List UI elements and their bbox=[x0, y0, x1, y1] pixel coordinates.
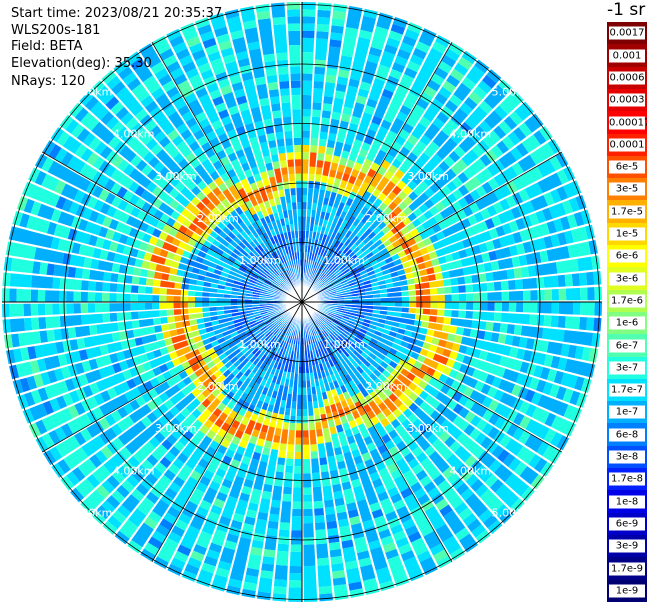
ring-label: 3.00km bbox=[155, 170, 197, 183]
colorbar-level: 1e-6 bbox=[607, 311, 647, 335]
colorbar-level: 0.001 bbox=[607, 44, 647, 68]
ring-label: 4.00km bbox=[113, 128, 155, 141]
colorbar-tick-label: 3e-9 bbox=[609, 539, 645, 553]
colorbar-tick-label: 0.0001 bbox=[609, 138, 645, 152]
colorbar-level: 1.7e-6 bbox=[607, 289, 647, 313]
colorbar-tick-label: 0.00017 bbox=[609, 116, 647, 130]
colorbar-tick-label: 6e-9 bbox=[609, 517, 645, 531]
colorbar-level: 1.7e-5 bbox=[607, 200, 647, 224]
ring-label: 1.00km bbox=[239, 338, 281, 351]
colorbar-tick-label: 0.001 bbox=[609, 49, 645, 63]
field-label: Field: BETA bbox=[11, 39, 83, 54]
colorbar-level: 6e-5 bbox=[607, 155, 647, 179]
azimuth-spoke bbox=[301, 301, 562, 453]
colorbar-level: 6e-6 bbox=[607, 245, 647, 268]
colorbar-level: 6e-9 bbox=[607, 512, 647, 536]
colorbar-unit-label: -1 sr bbox=[607, 0, 646, 20]
ring-label: 4.00km bbox=[450, 128, 492, 141]
colorbar-tick-label: 0.0006 bbox=[609, 71, 645, 85]
ring-label: 4.00km bbox=[113, 464, 155, 477]
colorbar-tick-label: 1.7e-9 bbox=[609, 562, 645, 576]
nrays-label: NRays: 120 bbox=[11, 74, 86, 89]
ring-label: 3.00km bbox=[407, 422, 449, 435]
azimuth-spoke bbox=[41, 151, 303, 303]
elevation-label: Elevation(deg): 35.30 bbox=[11, 55, 152, 71]
azimuth-spoke bbox=[151, 301, 303, 562]
colorbar-level: 0.0006 bbox=[607, 66, 647, 90]
colorbar-tick-label: 6e-6 bbox=[609, 249, 645, 263]
colorbar-tick-label: 0.0003 bbox=[609, 93, 645, 107]
colorbar-level: 0.0001 bbox=[607, 133, 647, 157]
ring-label: 1.00km bbox=[323, 338, 365, 351]
colorbar-level: 3e-5 bbox=[607, 178, 647, 201]
ring-label: 3.00km bbox=[155, 422, 197, 435]
colorbar-level: 6e-7 bbox=[607, 334, 647, 357]
colorbar-tick-label: 1e-6 bbox=[609, 316, 645, 330]
colorbar-level: 1.7e-9 bbox=[607, 557, 647, 580]
colorbar-tick-label: 1e-5 bbox=[609, 227, 645, 241]
colorbar-tick-label: 3e-8 bbox=[609, 450, 645, 464]
ring-labels: 1.00km 1.00km 1.00km 1.00km 2.00km 2.00km 2.00… bbox=[71, 86, 533, 520]
start-time-label: Start time: 2023/08/21 20:35:37 bbox=[11, 6, 223, 21]
scan-info: Start time: 2023/08/21 20:35:37 WLS200s-… bbox=[11, 6, 222, 91]
ring-label: 5.00km bbox=[492, 86, 534, 99]
azimuth-spoke bbox=[301, 301, 453, 562]
ring-label: 5.00km bbox=[71, 506, 113, 519]
ring-label: 2.00km bbox=[197, 212, 239, 225]
colorbar-tick-label: 6e-5 bbox=[609, 160, 645, 174]
colorbar-level: 1.7e-7 bbox=[607, 378, 647, 402]
ring-label: 2.00km bbox=[365, 212, 407, 225]
ring-label: 1.00km bbox=[239, 254, 281, 267]
colorbar-tick-label: 3e-7 bbox=[609, 361, 645, 375]
colorbar-tick-label: 3e-6 bbox=[609, 272, 645, 286]
colorbar-tick-label: 1.7e-8 bbox=[609, 472, 645, 486]
ppi-cells bbox=[143, 153, 452, 459]
ring-label: 4.00km bbox=[450, 464, 492, 477]
colorbar-level: 0.00017 bbox=[607, 111, 647, 134]
ring-label: 2.00km bbox=[365, 380, 407, 393]
colorbar-tick-label: 1e-8 bbox=[609, 495, 645, 509]
colorbar-level: 3e-8 bbox=[607, 445, 647, 469]
colorbar-level: 1e-8 bbox=[607, 490, 647, 514]
ring-label: 5.00km bbox=[492, 506, 534, 519]
ring-label: 3.00km bbox=[407, 170, 449, 183]
ring-label: 2.00km bbox=[197, 380, 239, 393]
colorbar-tick-label: 1e-7 bbox=[609, 405, 645, 419]
colorbar-tick-label: 6e-7 bbox=[609, 339, 645, 353]
colorbar-level: 1e-7 bbox=[607, 401, 647, 424]
colorbar-level: 6e-8 bbox=[607, 423, 647, 447]
colorbar-tick-label: 1.7e-6 bbox=[609, 294, 645, 308]
azimuth-spoke bbox=[151, 41, 303, 303]
colorbar-level: 1.7e-8 bbox=[607, 468, 647, 491]
ring-label: 5.00km bbox=[71, 86, 113, 99]
device-label: WLS200s-181 bbox=[11, 22, 101, 38]
colorbar-level: 0.0003 bbox=[607, 88, 647, 112]
azimuth-spoke bbox=[301, 151, 562, 303]
azimuth-spoke bbox=[301, 41, 453, 303]
colorbar-tick-label: 1.7e-7 bbox=[609, 383, 645, 397]
colorbar-level: 3e-7 bbox=[607, 356, 647, 380]
colorbar-tick-label: 6e-8 bbox=[609, 428, 645, 442]
colorbar-tick-label: 0.0017 bbox=[609, 26, 645, 40]
colorbar-tick-label: 3e-5 bbox=[609, 182, 645, 196]
colorbar-level: 1e-5 bbox=[607, 222, 647, 246]
polar-grid bbox=[2, 2, 602, 602]
colorbar-tick-label: 1.7e-5 bbox=[609, 205, 645, 219]
colorbar-level: 0.0017 bbox=[607, 22, 647, 45]
azimuth-spoke bbox=[41, 301, 303, 453]
colorbar-level: 3e-9 bbox=[607, 534, 647, 558]
ring-label: 1.00km bbox=[323, 254, 365, 267]
colorbar-level: 1e-9 bbox=[607, 579, 647, 603]
colorbar-tick-label: 1e-9 bbox=[609, 584, 645, 598]
colorbar-level: 3e-6 bbox=[607, 267, 647, 291]
